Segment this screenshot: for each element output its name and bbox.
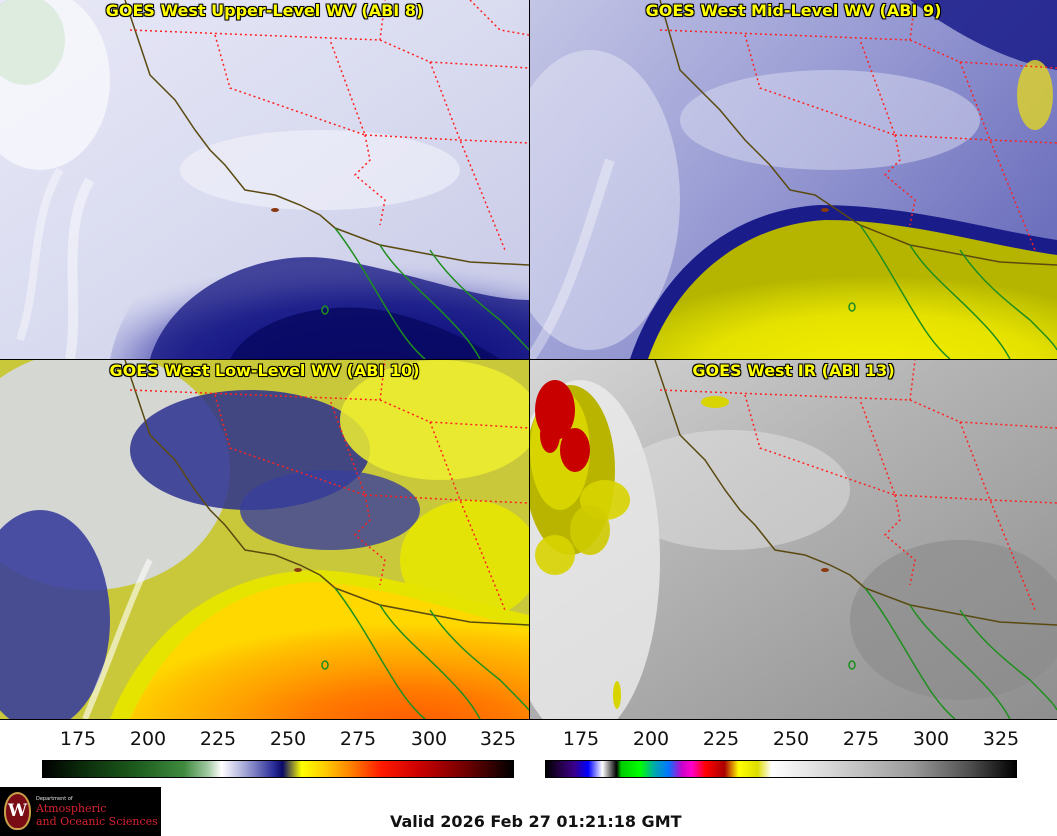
uw-seal-icon: W	[4, 792, 31, 830]
wv-colorbar-tick: 200	[129, 728, 167, 750]
infrared-colorbar	[545, 760, 1017, 778]
infrared-image	[530, 360, 1057, 719]
water-vapor-colorbar	[42, 760, 514, 778]
infrared-title: GOES West IR (ABI 13)	[692, 361, 895, 380]
wv-colorbar-tick: 300	[410, 728, 448, 750]
ir-colorbar-tick: 200	[632, 728, 670, 750]
wv-colorbar-tick: 175	[59, 728, 97, 750]
mid-level-wv-image	[530, 0, 1057, 359]
logo-name-line1: Atmospheric	[36, 802, 107, 815]
wv-colorbar-tick: 250	[269, 728, 307, 750]
upper-level-wv-title: GOES West Upper-Level WV (ABI 8)	[105, 1, 424, 20]
bottom-panel-border	[0, 719, 1057, 720]
ir-colorbar-tick: 175	[562, 728, 600, 750]
valid-time-label: Valid 2026 Feb 27 01:21:18 GMT	[390, 812, 682, 831]
ir-colorbar-tick: 325	[982, 728, 1020, 750]
logo-department-label: Department of	[36, 796, 73, 802]
low-level-wv-image	[0, 360, 529, 719]
ir-colorbar-tick: 300	[912, 728, 950, 750]
infrared-panel: GOES West IR (ABI 13)	[530, 360, 1057, 719]
wv-colorbar-tick: 325	[479, 728, 517, 750]
ir-colorbar-tick: 250	[772, 728, 810, 750]
upper-level-wv-image	[0, 0, 529, 359]
horizontal-panel-divider	[0, 359, 1057, 360]
ir-colorbar-tick: 275	[842, 728, 880, 750]
mid-level-wv-title: GOES West Mid-Level WV (ABI 9)	[645, 1, 942, 20]
ir-colorbar-ticks: 175 200 225 250 275 300 325	[545, 728, 1020, 752]
ir-colorbar-tick: 225	[702, 728, 740, 750]
wv-colorbar-ticks: 175 200 225 250 275 300 325	[42, 728, 517, 752]
wv-colorbar-tick: 275	[339, 728, 377, 750]
low-level-wv-title: GOES West Low-Level WV (ABI 10)	[109, 361, 420, 380]
logo-name-line2: and Oceanic Sciences	[36, 815, 158, 828]
wv-colorbar-tick: 225	[199, 728, 237, 750]
mid-level-wv-panel: GOES West Mid-Level WV (ABI 9)	[530, 0, 1057, 359]
low-level-wv-panel: GOES West Low-Level WV (ABI 10)	[0, 360, 529, 719]
aos-logo: W Department of Atmospheric and Oceanic …	[0, 787, 161, 836]
upper-level-wv-panel: GOES West Upper-Level WV (ABI 8)	[0, 0, 529, 359]
